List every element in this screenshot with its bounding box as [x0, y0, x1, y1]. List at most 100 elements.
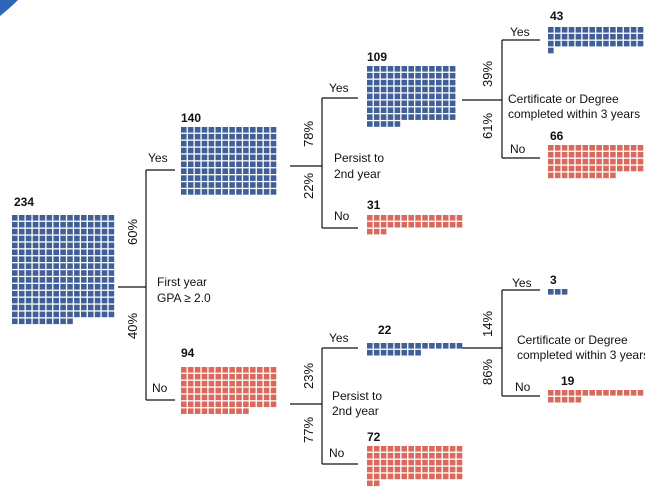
waffle-square: [215, 133, 222, 140]
waffle-square: [215, 161, 222, 168]
waffle-square: [229, 154, 235, 161]
waffle-square: [187, 373, 194, 380]
waffle-square: [554, 289, 561, 295]
gpa-no-pct: 40%: [125, 313, 140, 339]
waffle-square: [623, 151, 630, 158]
waffle-square: [25, 297, 32, 304]
waffle-square: [194, 394, 201, 401]
waffle-square: [46, 215, 53, 221]
waffle-square: [101, 263, 108, 269]
waffle-square: [81, 311, 87, 318]
waffle-square: [12, 249, 18, 256]
waffle-square: [229, 175, 235, 181]
waffle-square: [263, 175, 270, 181]
waffle-square: [236, 127, 242, 133]
waffle-square: [201, 380, 208, 387]
waffle-square: [270, 154, 277, 161]
waffle-square: [215, 387, 222, 394]
waffle-square: [215, 147, 222, 154]
waffle-square: [12, 318, 18, 325]
waffle-square: [603, 390, 609, 396]
waffle-square: [60, 235, 66, 242]
waffle-square: [201, 140, 208, 147]
waffle-square: [442, 215, 449, 221]
waffle-square: [12, 297, 18, 304]
waffle-square: [373, 446, 380, 452]
persist-top-question-line-1: Persist to: [334, 151, 384, 165]
waffle-square: [74, 242, 80, 249]
waffle-square: [637, 40, 644, 47]
waffle-square: [53, 284, 59, 290]
waffle-square: [422, 459, 428, 466]
waffle-square: [101, 256, 108, 262]
waffle-square: [215, 168, 222, 174]
count-persist-bottom-yes: 22: [378, 323, 392, 337]
waffle-square: [250, 140, 256, 147]
waffle-square: [256, 140, 263, 147]
waffle-square: [81, 270, 87, 276]
waffle-square: [46, 228, 53, 235]
waffle-square: [87, 297, 94, 304]
waffle-square: [194, 189, 201, 195]
waffle-square: [373, 86, 380, 93]
waffle-square: [422, 114, 428, 120]
waffle-square: [236, 394, 242, 401]
waffle-square: [568, 158, 575, 165]
waffle-square: [87, 304, 94, 311]
waffle-square: [53, 263, 59, 269]
waffle-square: [18, 290, 25, 297]
waffle-square: [250, 189, 256, 195]
waffle-square: [373, 121, 380, 127]
waffle-square: [12, 221, 18, 228]
waffle-square: [442, 72, 449, 79]
waffle-square: [610, 390, 616, 396]
waffle-square: [25, 242, 32, 249]
waffle-square: [39, 277, 46, 283]
waffle-square: [32, 235, 39, 242]
complete-bottom-yes-pct: 14%: [480, 311, 495, 337]
waffle-square: [60, 256, 66, 262]
waffle-square: [67, 263, 73, 269]
waffle-square: [229, 394, 235, 401]
waffle-square: [442, 221, 449, 228]
waffle-square: [380, 473, 387, 480]
waffle-square: [561, 158, 568, 165]
waffle-square: [53, 304, 59, 311]
waffle-square: [436, 446, 442, 452]
waffle-square: [67, 235, 73, 242]
waffle-square: [270, 175, 277, 181]
waffle-square: [53, 277, 59, 283]
waffle-complete-top-no: [548, 145, 644, 179]
waffle-square: [582, 33, 589, 40]
waffle-square: [554, 158, 561, 165]
waffle-square: [94, 277, 101, 283]
waffle-square: [187, 401, 194, 408]
waffle-square: [367, 466, 373, 473]
waffle-square: [394, 215, 401, 221]
waffle-square: [603, 172, 609, 179]
waffle-square: [25, 263, 32, 269]
waffle-square: [263, 147, 270, 154]
waffle-square: [236, 373, 242, 380]
waffle-square: [449, 66, 456, 72]
waffle-square: [101, 311, 108, 318]
waffle-square: [408, 114, 414, 120]
waffle-square: [81, 228, 87, 235]
waffle-square: [429, 446, 435, 452]
waffle-square: [582, 27, 589, 33]
waffle-square: [32, 284, 39, 290]
waffle-square: [554, 396, 561, 403]
waffle-square: [67, 277, 73, 283]
waffle-square: [201, 161, 208, 168]
waffle-square: [201, 189, 208, 195]
waffle-square: [81, 235, 87, 242]
waffle-gpa-yes: [181, 127, 277, 195]
waffle-square: [394, 107, 401, 113]
waffle-square: [256, 380, 263, 387]
waffle-square: [229, 182, 235, 188]
waffle-square: [60, 284, 66, 290]
waffle-square: [387, 86, 394, 93]
complete-bottom-no-pct: 86%: [480, 359, 495, 385]
waffle-square: [380, 72, 387, 79]
waffle-square: [236, 380, 242, 387]
